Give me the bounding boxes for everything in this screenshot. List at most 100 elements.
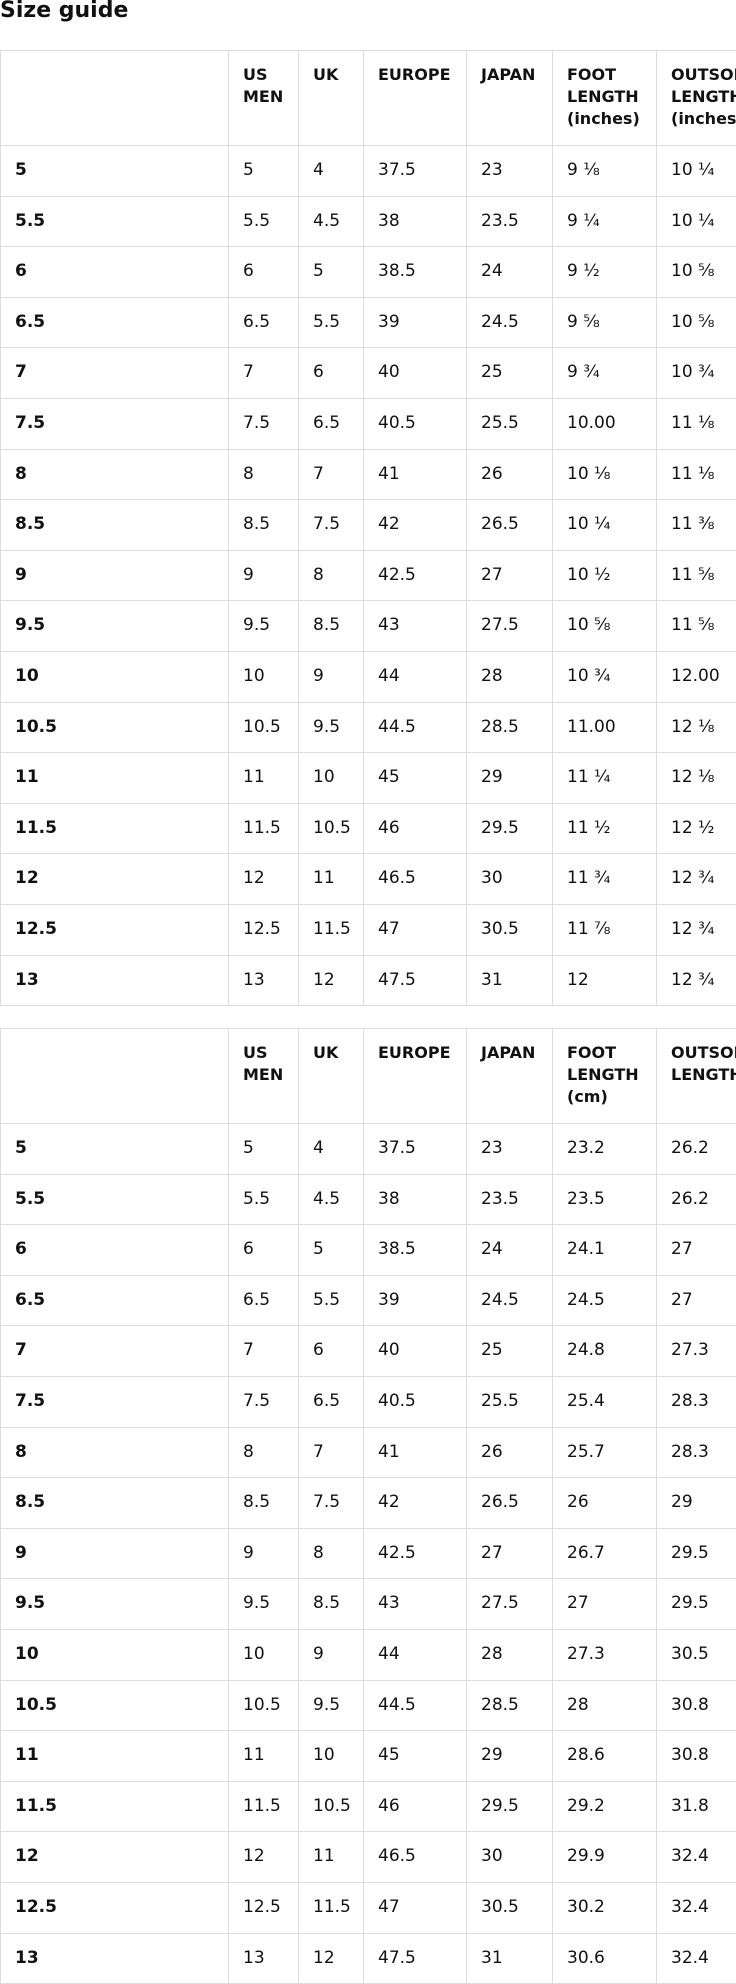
table-cell: 11.00 — [553, 702, 657, 753]
table-cell: 42.5 — [364, 550, 467, 601]
table-cell: 9.5 — [299, 1680, 364, 1731]
size-cell: 9 — [1, 550, 229, 601]
header-cell: FOOT LENGTH (inches) — [553, 51, 657, 146]
table-cell: 10 ¾ — [553, 651, 657, 702]
table-cell: 30.6 — [553, 1933, 657, 1984]
table-cell: 12 ¾ — [657, 955, 736, 1006]
table-cell: 40 — [364, 348, 467, 399]
table-cell: 27 — [467, 550, 553, 601]
table-cell: 10.00 — [553, 398, 657, 449]
table-cell: 6 — [299, 348, 364, 399]
table-cell: 10 — [229, 651, 299, 702]
table-cell: 39 — [364, 297, 467, 348]
size-cell: 10.5 — [1, 702, 229, 753]
table-cell: 11.5 — [229, 1781, 299, 1832]
table-cell: 24.8 — [553, 1326, 657, 1377]
table-cell: 10 — [299, 1731, 364, 1782]
table-cell: 11 ⅛ — [657, 449, 736, 500]
size-cell: 8.5 — [1, 1478, 229, 1529]
table-cell: 47.5 — [364, 1933, 467, 1984]
table-cell: 42 — [364, 1478, 467, 1529]
table-cell: 29.5 — [467, 1781, 553, 1832]
header-cell: UK — [299, 51, 364, 146]
header-cell: EUROPE — [364, 1029, 467, 1124]
size-cell: 6 — [1, 247, 229, 298]
table-cell: 12 ½ — [657, 803, 736, 854]
table-cell: 41 — [364, 449, 467, 500]
table-cell: 12 — [553, 955, 657, 1006]
table-cell: 25 — [467, 348, 553, 399]
table-cell: 9 ¼ — [553, 196, 657, 247]
table-cell: 45 — [364, 753, 467, 804]
table-cell: 41 — [364, 1427, 467, 1478]
table-cell: 11 — [299, 854, 364, 905]
table-cell: 10 ⅝ — [657, 297, 736, 348]
table-cell: 12 ⅛ — [657, 702, 736, 753]
table-cell: 27 — [553, 1579, 657, 1630]
table-cell: 30 — [467, 1832, 553, 1883]
table-cell: 5.5 — [299, 297, 364, 348]
table-cell: 7 — [229, 348, 299, 399]
table-cell: 5 — [299, 247, 364, 298]
table-cell: 23.5 — [553, 1174, 657, 1225]
size-cell: 5 — [1, 1124, 229, 1175]
table-cell: 27 — [657, 1225, 736, 1276]
table-cell: 11 — [229, 1731, 299, 1782]
table-cell: 9.5 — [229, 1579, 299, 1630]
size-cell: 7.5 — [1, 1377, 229, 1428]
table-cell: 10.5 — [299, 1781, 364, 1832]
table-cell: 6.5 — [299, 1377, 364, 1428]
table-cell: 30 — [467, 854, 553, 905]
table-cell: 10.5 — [229, 1680, 299, 1731]
table-cell: 9 — [299, 651, 364, 702]
table-cell: 25.4 — [553, 1377, 657, 1428]
table-cell: 47.5 — [364, 955, 467, 1006]
table-cell: 12 — [229, 1832, 299, 1883]
table-cell: 10 ⅝ — [657, 247, 736, 298]
table-cell: 29 — [467, 753, 553, 804]
table-cell: 28.5 — [467, 1680, 553, 1731]
table-cell: 8.5 — [299, 1579, 364, 1630]
table-cell: 6.5 — [229, 1275, 299, 1326]
table-cell: 12.00 — [657, 651, 736, 702]
header-cell: US MEN — [229, 1029, 299, 1124]
table-cell: 23.5 — [467, 1174, 553, 1225]
table-cell: 11 ⅞ — [553, 904, 657, 955]
table-cell: 26.2 — [657, 1174, 736, 1225]
table-cell: 27.5 — [467, 1579, 553, 1630]
table-cell: 46.5 — [364, 854, 467, 905]
table-cell: 9 ½ — [553, 247, 657, 298]
header-cell: EUROPE — [364, 51, 467, 146]
table-cell: 26.7 — [553, 1528, 657, 1579]
header-cell: UK — [299, 1029, 364, 1124]
table-cell: 29.9 — [553, 1832, 657, 1883]
table-cell: 10 ⅛ — [553, 449, 657, 500]
table-cell: 5.5 — [299, 1275, 364, 1326]
size-cell: 5.5 — [1, 196, 229, 247]
table-cell: 28 — [467, 651, 553, 702]
table-gap — [0, 1006, 736, 1028]
table-cell: 8.5 — [229, 1478, 299, 1529]
size-cell: 11 — [1, 1731, 229, 1782]
table-cell: 29 — [657, 1478, 736, 1529]
table-cell: 29.5 — [657, 1579, 736, 1630]
table-cell: 32.4 — [657, 1933, 736, 1984]
header-cell: FOOT LENGTH (cm) — [553, 1029, 657, 1124]
